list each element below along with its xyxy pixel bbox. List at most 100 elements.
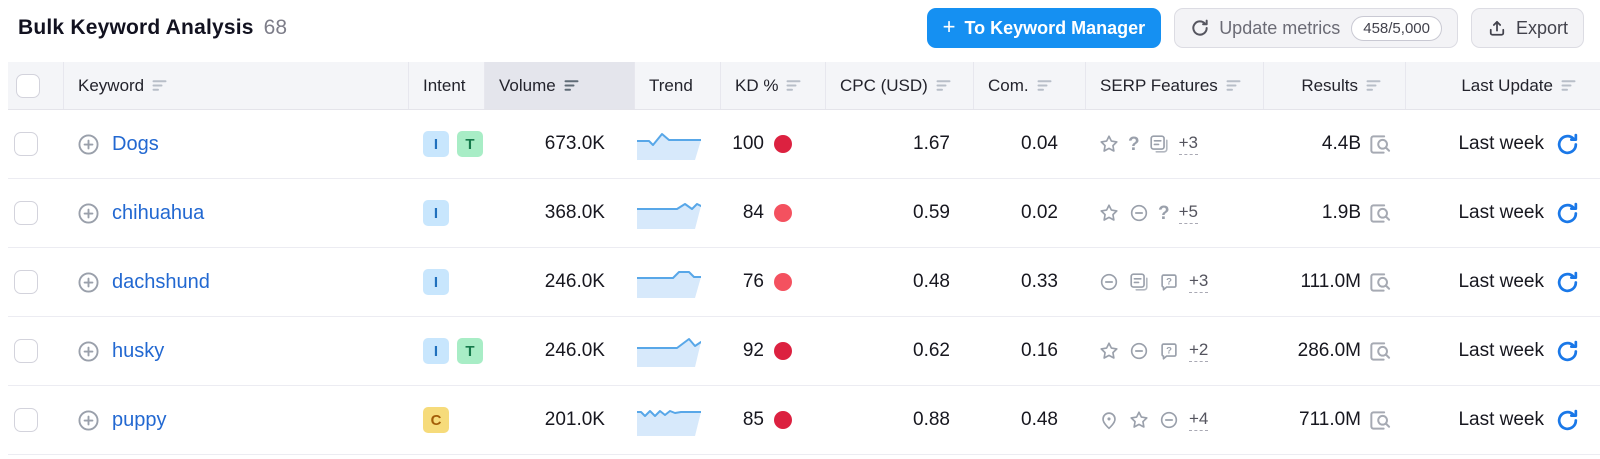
trend-sparkline (635, 126, 721, 163)
header-cell-kd[interactable]: KD % (721, 62, 826, 109)
refresh-row-icon[interactable] (1555, 408, 1580, 433)
keyword-cell: puppy (64, 408, 409, 433)
serp-more-link[interactable]: +2 (1189, 340, 1209, 362)
view-serp-icon[interactable] (1368, 133, 1392, 156)
serp-feature-icons: ? (1098, 340, 1180, 362)
row-checkbox[interactable] (14, 270, 38, 294)
header-cell-com[interactable]: Com. (974, 62, 1086, 109)
serp-features-cell: ? +3 (1086, 133, 1264, 155)
serp-more-link[interactable]: +4 (1189, 409, 1209, 431)
update-metrics-button[interactable]: Update metrics 458/5,000 (1174, 8, 1458, 48)
export-label: Export (1515, 17, 1568, 38)
add-keyword-icon[interactable] (76, 270, 101, 295)
header-cell-trend[interactable]: Trend (635, 62, 721, 109)
page-title: Bulk Keyword Analysis (18, 16, 254, 39)
table-row: dachshund I 246.0K 76 0.48 0.33 ? +3 111… (8, 248, 1600, 317)
refresh-row-icon[interactable] (1555, 201, 1580, 226)
question-icon: ? (1158, 202, 1170, 224)
question-box-icon: ? (1158, 271, 1180, 293)
add-keyword-icon[interactable] (76, 201, 101, 226)
row-checkbox[interactable] (14, 408, 38, 432)
intent-badges: C (409, 407, 485, 433)
add-keyword-icon[interactable] (76, 408, 101, 433)
add-keyword-icon[interactable] (76, 132, 101, 157)
checkbox-cell (8, 270, 64, 294)
refresh-row-icon[interactable] (1555, 132, 1580, 157)
table-row: puppy C 201.0K 85 0.88 0.48 +4 711.0M La… (8, 386, 1600, 455)
export-button[interactable]: Export (1470, 8, 1584, 48)
com-value: 0.16 (1021, 340, 1058, 361)
refresh-row-icon[interactable] (1555, 339, 1580, 364)
kd-dot (774, 411, 792, 429)
kd-cell: 85 (721, 409, 826, 431)
svg-text:?: ? (1166, 277, 1172, 288)
volume-value: 246.0K (544, 340, 605, 361)
header-cell-serp-features[interactable]: SERP Features (1086, 62, 1264, 109)
header-cell-keyword[interactable]: Keyword (64, 62, 409, 109)
serp-feature-icons: ? (1098, 271, 1180, 293)
plus-icon: + (942, 14, 956, 39)
list-icon (1148, 133, 1170, 155)
add-keyword-icon[interactable] (76, 339, 101, 364)
view-serp-icon[interactable] (1368, 340, 1392, 363)
kd-dot (774, 342, 792, 360)
refresh-row-icon[interactable] (1555, 270, 1580, 295)
to-keyword-manager-button[interactable]: + To Keyword Manager (926, 8, 1162, 48)
view-serp-icon[interactable] (1368, 409, 1392, 432)
column-label: CPC (USD) (840, 75, 928, 95)
table-header: Keyword Intent Volume Trend KD % CPC (US… (8, 62, 1600, 110)
trend-sparkline (635, 402, 721, 439)
row-checkbox[interactable] (14, 201, 38, 225)
kd-dot (774, 273, 792, 291)
keyword-link[interactable]: puppy (112, 408, 167, 431)
header-cell-cpc[interactable]: CPC (USD) (826, 62, 974, 109)
com-value: 0.02 (1021, 202, 1058, 223)
keyword-link[interactable]: chihuahua (112, 201, 205, 224)
header-cell-results[interactable]: Results (1264, 62, 1406, 109)
trend-sparkline (635, 195, 721, 232)
keyword-link[interactable]: Dogs (112, 132, 159, 155)
checkbox-cell (8, 201, 64, 225)
serp-features-cell: +4 (1086, 409, 1264, 431)
header-cell-last-update[interactable]: Last Update (1406, 62, 1600, 109)
keyword-link[interactable]: husky (112, 339, 165, 362)
keyword-cell: Dogs (64, 132, 409, 157)
cpc-value: 0.59 (913, 202, 950, 223)
sparkline-svg (637, 132, 701, 160)
last-update-cell: Last week (1406, 132, 1600, 157)
volume-value: 246.0K (544, 271, 605, 292)
row-checkbox[interactable] (14, 339, 38, 363)
keyword-link[interactable]: dachshund (112, 270, 210, 293)
serp-more-link[interactable]: +3 (1178, 133, 1198, 155)
table-row: chihuahua I 368.0K 84 0.59 0.02 ? +5 1.9… (8, 179, 1600, 248)
column-label: Com. (988, 75, 1029, 95)
row-checkbox[interactable] (14, 132, 38, 156)
sort-icon (1037, 79, 1052, 92)
results-value: 111.0M (1300, 271, 1361, 292)
view-serp-icon[interactable] (1368, 271, 1392, 294)
results-value: 711.0M (1299, 409, 1361, 430)
star-icon (1098, 340, 1120, 362)
com-value: 0.04 (1021, 133, 1058, 154)
cpc-value: 0.48 (913, 271, 950, 292)
volume-value: 201.0K (544, 409, 605, 430)
header-cell-intent[interactable]: Intent (409, 62, 485, 109)
view-serp-icon[interactable] (1368, 202, 1392, 225)
kd-value: 100 (732, 133, 764, 154)
kd-cell: 84 (721, 202, 826, 224)
header-cell-volume[interactable]: Volume (485, 62, 635, 109)
kd-value: 85 (742, 409, 764, 430)
select-all-checkbox[interactable] (16, 73, 40, 98)
serp-more-link[interactable]: +5 (1178, 202, 1198, 224)
results-cell: 4.4B (1264, 133, 1406, 156)
sparkline-svg (637, 337, 701, 367)
star-icon (1128, 409, 1150, 431)
export-icon (1487, 18, 1507, 39)
serp-more-link[interactable]: +3 (1189, 271, 1209, 293)
last-update-cell: Last week (1406, 270, 1600, 295)
keyword-cell: chihuahua (64, 201, 409, 226)
